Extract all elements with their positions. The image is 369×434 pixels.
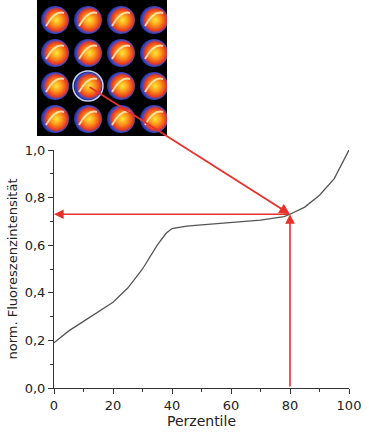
svg-text:0,4: 0,4 — [25, 285, 46, 300]
svg-text:0,0: 0,0 — [25, 381, 46, 396]
svg-text:100: 100 — [337, 398, 362, 413]
svg-text:0,6: 0,6 — [25, 238, 46, 253]
svg-text:norm. Fluoreszenzintensität: norm. Fluoreszenzintensität — [5, 179, 20, 360]
svg-text:1,0: 1,0 — [25, 143, 46, 158]
svg-text:0: 0 — [50, 398, 58, 413]
svg-text:60: 60 — [223, 398, 240, 413]
svg-text:0,2: 0,2 — [25, 333, 46, 348]
svg-text:40: 40 — [164, 398, 181, 413]
svg-text:Perzentile: Perzentile — [167, 413, 236, 429]
svg-text:20: 20 — [105, 398, 122, 413]
svg-text:80: 80 — [282, 398, 299, 413]
svg-text:0,8: 0,8 — [25, 190, 46, 205]
